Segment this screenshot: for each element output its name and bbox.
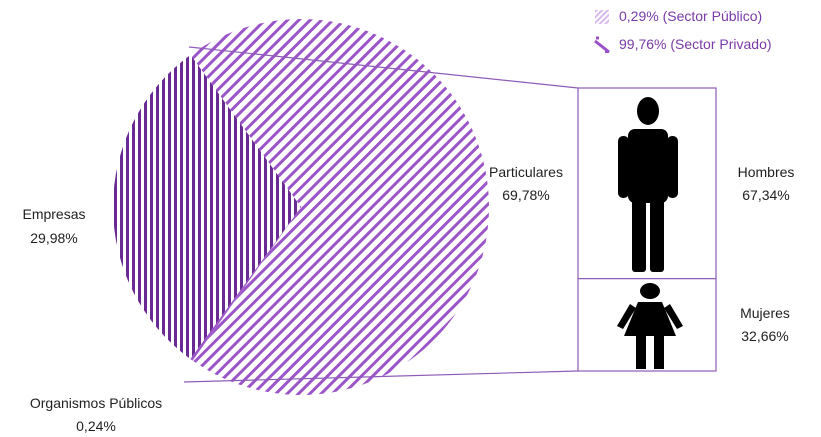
label-hombres-value: 67,34%: [742, 187, 789, 203]
label-mujeres-name: Mujeres: [740, 305, 790, 321]
connector-line-top: [188, 46, 579, 89]
label-mujeres-value: 32,66%: [741, 328, 788, 344]
legend-label-sector-publico: 0,29% (Sector Público): [619, 8, 762, 24]
legend-swatch-sector-publico: [595, 10, 609, 24]
slice-empresas: [112, 54, 301, 359]
breakdown-bar: [577, 87, 717, 372]
label-organismos-value: 0,24%: [76, 418, 116, 434]
slice-particulares: [190, 18, 489, 395]
woman-icon: [617, 283, 683, 369]
label-particulares-value: 69,78%: [502, 187, 549, 203]
label-particulares-name: Particulares: [489, 164, 563, 180]
legend: 0,29% (Sector Público) 99,76% (Sector Pr…: [594, 8, 772, 54]
connector-line-bottom: [183, 370, 579, 383]
slice-organismos-publicos: [190, 207, 301, 361]
man-icon: [618, 97, 678, 272]
label-empresas-value: 29,98%: [30, 230, 77, 246]
label-empresas-name: Empresas: [22, 206, 85, 222]
legend-swatch-sector-privado: [594, 36, 610, 54]
legend-label-sector-privado: 99,76% (Sector Privado): [619, 36, 772, 52]
label-hombres-name: Hombres: [738, 164, 795, 180]
label-organismos-name: Organismos Públicos: [30, 395, 162, 411]
